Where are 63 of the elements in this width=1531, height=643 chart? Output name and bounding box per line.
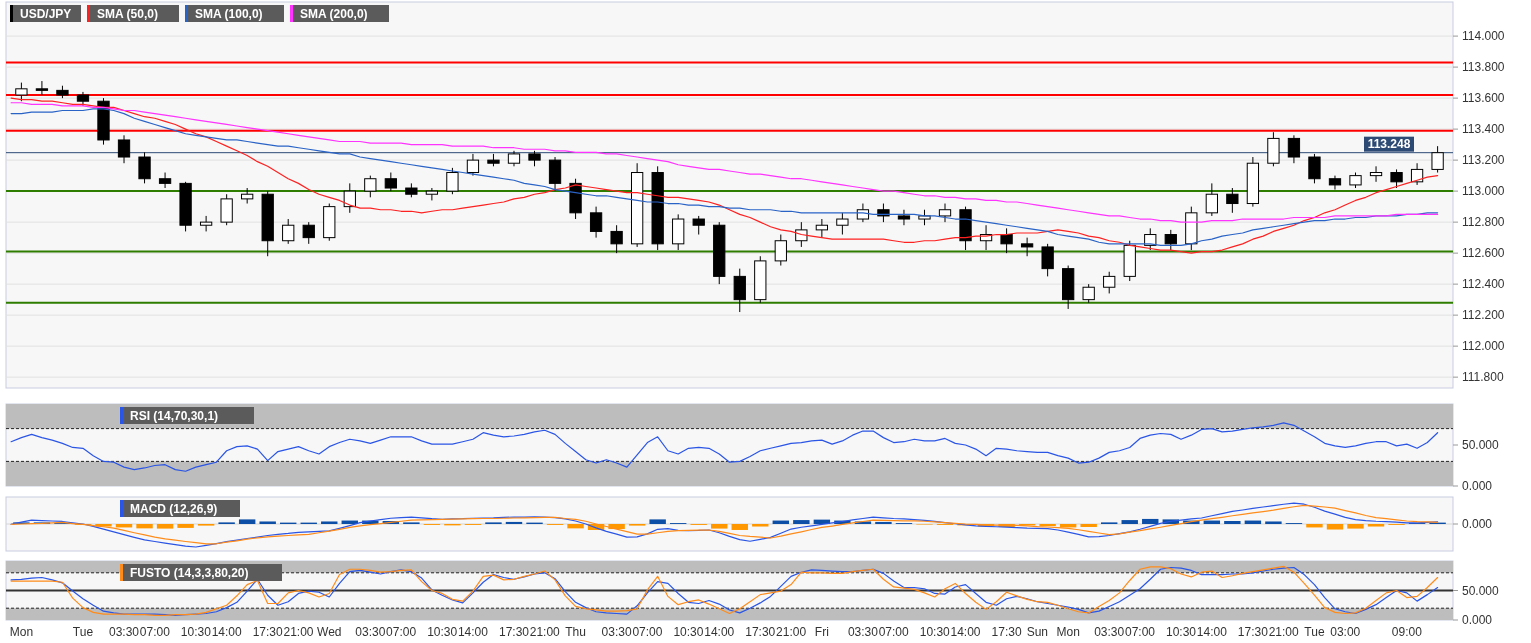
x-tick-label: Sun — [1026, 625, 1049, 639]
x-tick-label: 10:30 — [1166, 625, 1197, 639]
y-tick-label: 113.600 — [1462, 91, 1505, 106]
x-tick-label: 21:00 — [1268, 625, 1300, 639]
legend-label: FUSTO (14,3,3,80,20) — [130, 566, 249, 580]
x-tick-label: 03:30 — [847, 625, 879, 639]
x-tick-label: 10:30 — [180, 625, 212, 639]
x-tick-label: Tue — [1304, 625, 1325, 639]
x-tick-label: 14:00 — [457, 625, 489, 639]
x-tick-label: 03:30 — [1094, 625, 1125, 639]
x-tick-label: Mon — [9, 625, 34, 639]
x-tick-label: 10:30 — [427, 625, 458, 639]
x-tick-label: Mon — [1056, 625, 1080, 639]
x-tick-label: 17:30 — [745, 625, 776, 639]
y-tick-label: 0.000 — [1462, 479, 1493, 493]
x-tick-label: 03:30 — [355, 625, 386, 639]
legend-label: USD/JPY — [20, 7, 72, 21]
x-tick-label: 07:00 — [1124, 625, 1156, 639]
x-tick-label: 07:00 — [632, 625, 663, 639]
legend-label: SMA (50,0) — [97, 7, 158, 21]
x-tick-label: Tue — [72, 625, 94, 639]
x-tick-label: 14:00 — [704, 625, 735, 639]
x-tick-label: 03:00 — [1330, 625, 1361, 639]
x-tick-label: 10:30 — [673, 625, 704, 639]
x-tick-label: Fri — [814, 625, 829, 639]
x-tick-label: 21:00 — [283, 625, 314, 639]
y-tick-label: 113.200 — [1462, 153, 1505, 168]
x-tick-label: 14:00 — [950, 625, 981, 639]
y-tick-label: 112.200 — [1462, 308, 1505, 323]
y-tick-label: 111.800 — [1462, 370, 1504, 385]
x-tick-label: 21:00 — [529, 625, 561, 639]
legend-label: SMA (100,0) — [195, 7, 263, 21]
x-tick-label: 03:30 — [109, 625, 140, 639]
x-tick-label: Thu — [565, 625, 586, 639]
x-tick-label: 07:00 — [878, 625, 910, 639]
y-tick-label: 113.800 — [1462, 60, 1505, 75]
x-tick-label: 07:00 — [139, 625, 171, 639]
y-tick-label: 113.400 — [1462, 122, 1505, 137]
x-tick-label: 14:00 — [1196, 625, 1228, 639]
x-tick-label: 14:00 — [211, 625, 242, 639]
x-tick-label: 21:00 — [776, 625, 807, 639]
legend-label: MACD (12,26,9) — [130, 502, 218, 516]
x-tick-label: 03:30 — [601, 625, 632, 639]
x-tick-label: Wed — [317, 625, 342, 639]
y-tick-label: 0.000 — [1462, 613, 1493, 627]
x-tick-label: 17:30 — [1237, 625, 1269, 639]
x-tick-label: 17:30 — [252, 625, 284, 639]
y-tick-label: 112.000 — [1462, 339, 1505, 354]
legend-label: SMA (200,0) — [300, 7, 368, 21]
ref-line-label: 113.248 — [1367, 137, 1411, 152]
y-tick-label: 112.400 — [1462, 277, 1505, 292]
x-tick-label: 10:30 — [919, 625, 951, 639]
y-tick-label: 114.000 — [1462, 29, 1505, 44]
y-tick-label: 50.000 — [1462, 438, 1500, 452]
legend-label: RSI (14,70,30,1) — [130, 409, 219, 423]
x-tick-label: 07:00 — [386, 625, 417, 639]
y-tick-label: 112.600 — [1462, 246, 1505, 261]
x-tick-label: 09:00 — [1391, 625, 1423, 639]
y-tick-label: 50.000 — [1462, 583, 1500, 598]
y-tick-label: 113.000 — [1462, 184, 1505, 199]
x-tick-label: 17:30 — [498, 625, 530, 639]
y-tick-label: 112.800 — [1462, 215, 1505, 230]
x-tick-label: 17:30 — [991, 625, 1022, 639]
